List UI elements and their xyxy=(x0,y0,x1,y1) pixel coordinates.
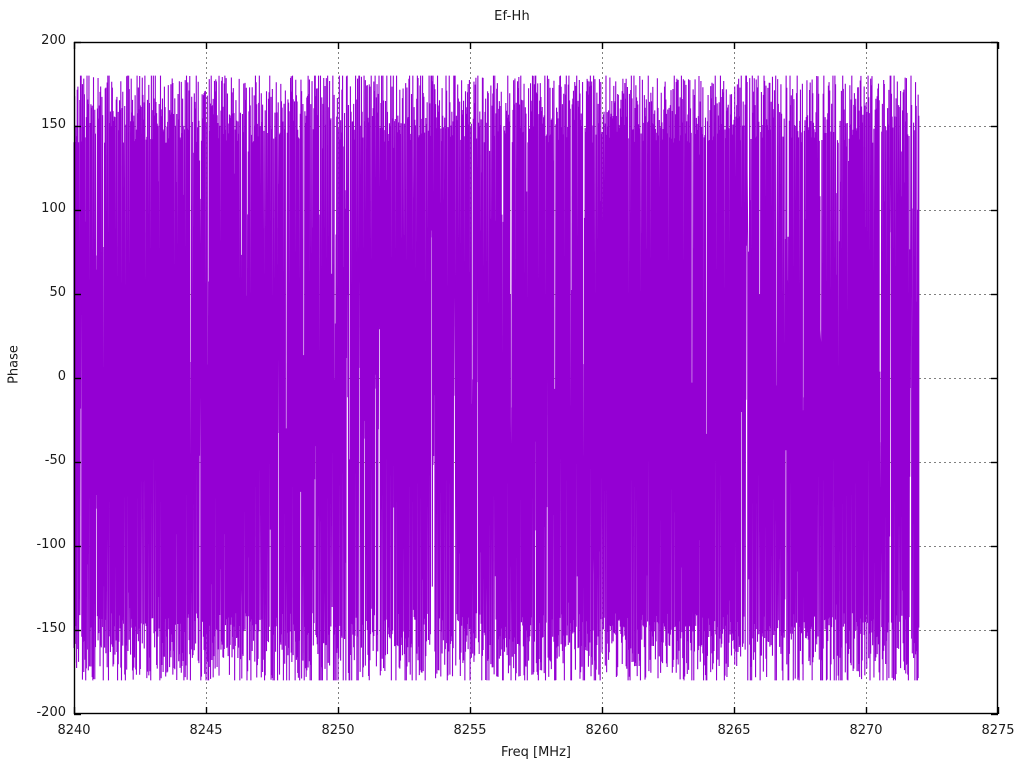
x-tick-label: 8240 xyxy=(57,723,91,738)
chart-title: Ef-Hh xyxy=(494,9,530,24)
x-tick-label: 8255 xyxy=(453,723,487,738)
y-tick-label: -200 xyxy=(36,705,66,720)
x-tick-label: 8270 xyxy=(849,723,883,738)
axis-ticks xyxy=(73,41,1000,716)
y-tick-label: 0 xyxy=(57,369,66,384)
y-tick-label: 150 xyxy=(41,117,66,132)
x-tick-label: 8275 xyxy=(981,723,1015,738)
x-tick-label: 8250 xyxy=(321,723,355,738)
x-tick-label: 8265 xyxy=(717,723,751,738)
y-tick-label: -100 xyxy=(36,537,66,552)
x-axis-label: Freq [MHz] xyxy=(501,745,571,760)
x-tick-label: 8260 xyxy=(585,723,619,738)
y-tick-label: 50 xyxy=(49,285,66,300)
y-tick-label: -150 xyxy=(36,621,66,636)
y-tick-label: 100 xyxy=(41,201,66,216)
y-tick-label: -50 xyxy=(44,453,66,468)
phase-noise-series xyxy=(73,75,920,681)
y-tick-label: 200 xyxy=(41,33,66,48)
x-tick-label: 8245 xyxy=(189,723,223,738)
